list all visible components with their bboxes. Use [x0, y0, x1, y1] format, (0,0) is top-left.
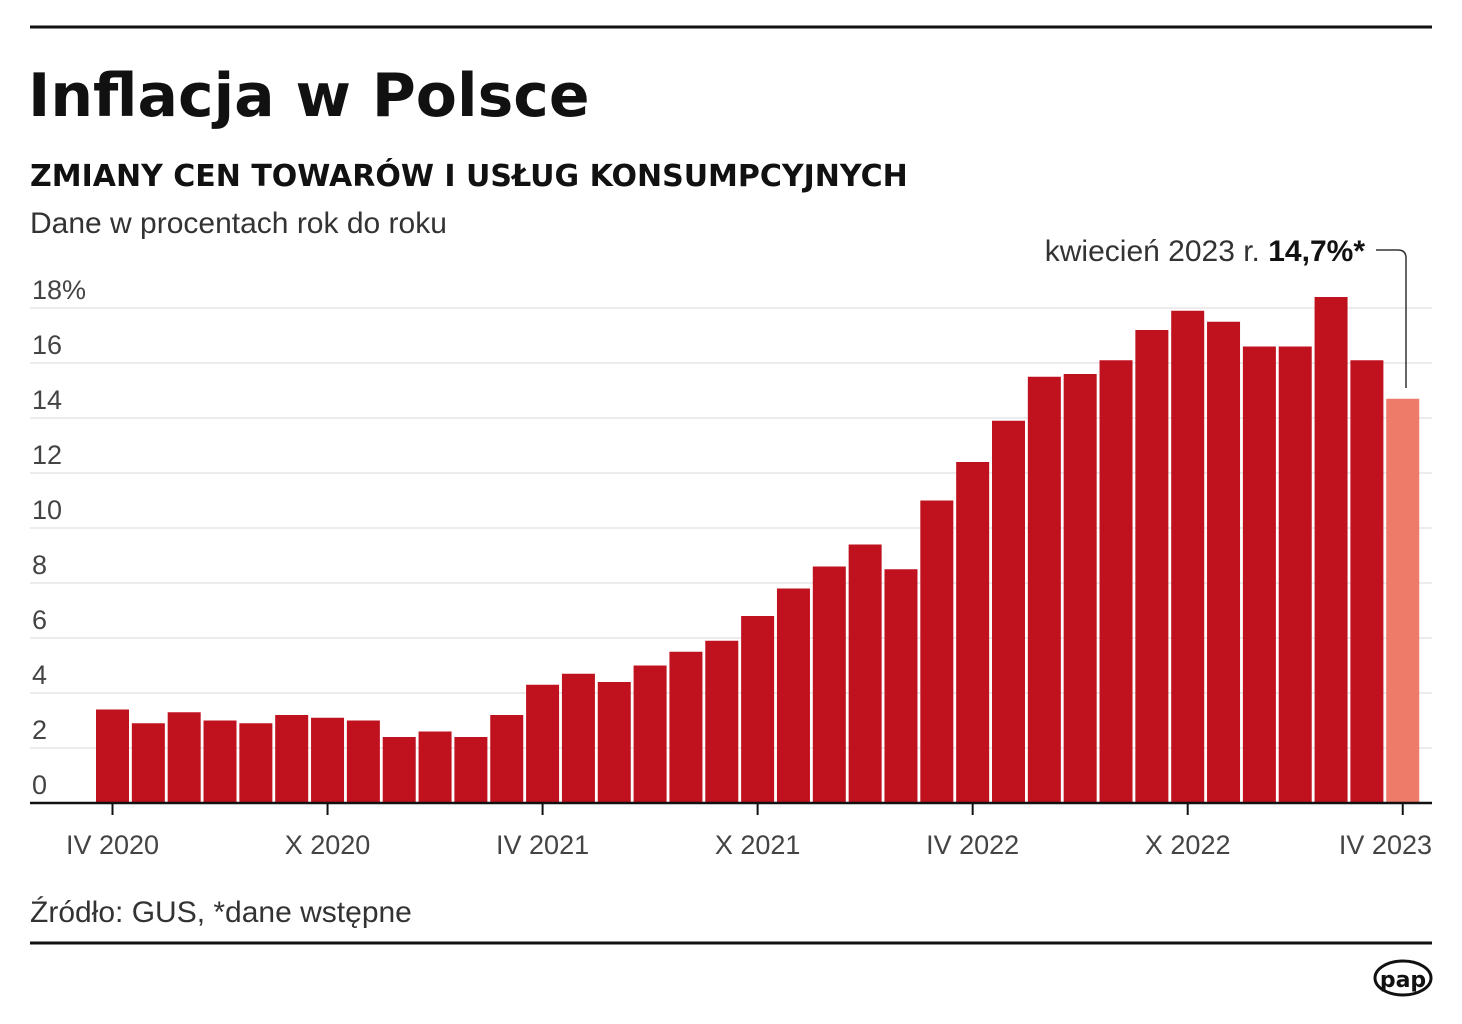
- bar: [382, 737, 416, 803]
- bar: [848, 544, 882, 803]
- x-tick-label: IV 2023: [1339, 830, 1432, 860]
- annotation: kwiecień 2023 r. 14,7%*: [1045, 235, 1366, 268]
- bar: [1099, 360, 1133, 803]
- bar: [705, 640, 739, 803]
- bar: [1027, 376, 1061, 803]
- bar: [239, 723, 273, 803]
- y-tick-label: 10: [32, 495, 62, 525]
- bar: [346, 720, 380, 803]
- bar: [1278, 346, 1312, 803]
- x-tick-label: X 2020: [285, 830, 371, 860]
- x-tick-label: IV 2022: [926, 830, 1019, 860]
- y-tick-label: 18%: [32, 275, 86, 305]
- bar: [418, 731, 452, 803]
- bar: [884, 569, 918, 803]
- bar: [992, 420, 1025, 803]
- bar: [167, 712, 201, 803]
- annotation-text: kwiecień 2023 r.: [1045, 235, 1260, 268]
- bar: [597, 682, 631, 803]
- bar: [561, 673, 595, 803]
- bar: [812, 566, 846, 803]
- bar: [275, 715, 309, 803]
- bar: [1242, 346, 1276, 803]
- bar: [203, 720, 237, 803]
- bar: [96, 709, 129, 803]
- pap-logo: pap: [1373, 959, 1433, 997]
- svg-text:pap: pap: [1380, 968, 1426, 993]
- y-tick-label: 8: [32, 550, 47, 580]
- bar: [1135, 330, 1169, 803]
- chart-title: Inflacja w Polsce: [28, 61, 590, 131]
- bar: [490, 715, 524, 803]
- bar: [920, 500, 954, 803]
- chart-subtitle: ZMIANY CEN TOWARÓW I USŁUG KONSUMPCYJNYC…: [30, 157, 908, 194]
- y-tick-label: 6: [32, 605, 47, 635]
- y-tick-label: 2: [32, 715, 47, 745]
- y-tick-label: 16: [32, 330, 62, 360]
- unit-note: Dane w procentach rok do roku: [30, 207, 447, 240]
- bar: [776, 588, 810, 803]
- bar: [633, 665, 667, 803]
- bar: [1350, 360, 1384, 803]
- y-tick-label: 4: [32, 660, 47, 690]
- bar: [311, 717, 345, 803]
- bar: [1207, 321, 1241, 803]
- bar: [1063, 374, 1097, 803]
- bar: [131, 723, 165, 803]
- source-note: Źródło: GUS, *dane wstępne: [30, 896, 412, 929]
- bar: [741, 616, 775, 803]
- bar: [1386, 398, 1420, 803]
- annotation-leader-line: [1376, 249, 1407, 388]
- x-tick-label: X 2022: [1145, 830, 1231, 860]
- x-tick-label: IV 2021: [496, 830, 589, 860]
- x-tick-label: X 2021: [715, 830, 801, 860]
- bar: [1171, 310, 1205, 803]
- y-tick-label: 12: [32, 440, 62, 470]
- y-tick-label: 14: [32, 385, 62, 415]
- bar: [1314, 297, 1348, 803]
- annotation-value: 14,7%*: [1268, 235, 1365, 268]
- y-tick-label: 0: [32, 770, 47, 800]
- x-tick-label: IV 2020: [66, 830, 159, 860]
- bar: [526, 684, 560, 803]
- bar: [454, 737, 488, 803]
- bar: [669, 651, 703, 803]
- bar: [956, 462, 990, 803]
